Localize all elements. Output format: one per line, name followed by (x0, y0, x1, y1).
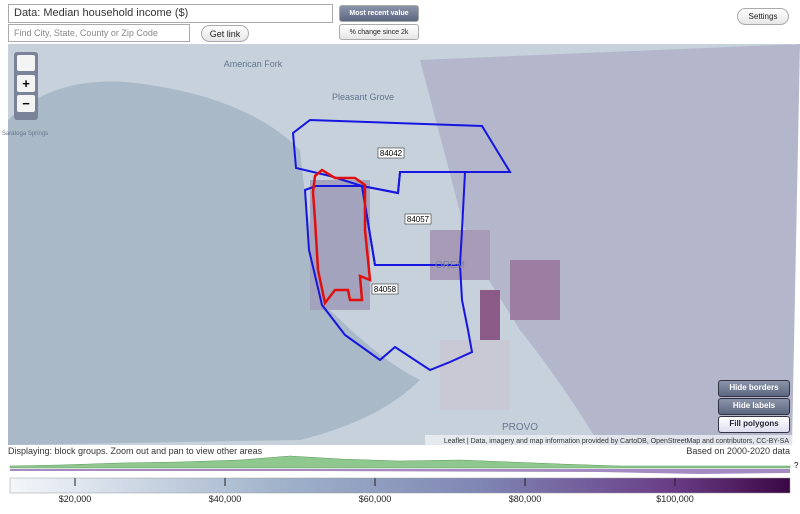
zip-label: 84042 (380, 149, 403, 158)
map-land (8, 44, 792, 445)
most-recent-button[interactable]: Most recent value (339, 5, 419, 22)
search-box[interactable]: Find City, State, County or Zip Code (8, 24, 190, 42)
block (310, 180, 370, 310)
block (480, 290, 500, 340)
get-link[interactable]: Get link (201, 25, 249, 42)
zoom-in[interactable] (17, 75, 35, 92)
zip-label: 84057 (407, 215, 430, 224)
fill-polygons[interactable]: Fill polygons (718, 416, 790, 433)
zip-label-box (371, 283, 399, 295)
zip-label: 84058 (374, 285, 397, 294)
data-select[interactable]: Data: Median household income ($) (8, 4, 333, 23)
histogram (10, 469, 790, 474)
histogram (9, 455, 791, 469)
zip-outline (303, 185, 474, 372)
hide-borders[interactable]: Hide borders (718, 380, 790, 397)
legend-bar (9, 477, 791, 494)
zip-label-box (377, 147, 405, 159)
settings-button[interactable]: Settings (737, 8, 789, 25)
zoom-panel (14, 52, 38, 120)
selected-outline (311, 168, 372, 306)
place-label: Pleasant Grove (332, 92, 394, 102)
legend: $20,000 $40,000 $60,000 $80,000 $100,000 (59, 478, 694, 504)
block (440, 340, 510, 410)
place-label: American Fork (224, 59, 283, 69)
hide-labels[interactable]: Hide labels (718, 398, 790, 415)
zoom-out[interactable] (17, 95, 35, 112)
displaying-note: Displaying: block groups. Zoom out and p… (8, 446, 263, 456)
fullscreen-button[interactable] (17, 55, 35, 71)
legend-tick-label: $100,000 (656, 494, 694, 504)
place-label: OREM (435, 260, 465, 271)
legend-tick-label: $20,000 (59, 494, 92, 504)
legend-tick-label: $60,000 (359, 494, 392, 504)
place-label: Saratoga Springs (2, 131, 48, 137)
zip-label-box (404, 213, 432, 225)
legend-tick-label: $80,000 (509, 494, 542, 504)
zip-outline (360, 171, 467, 266)
change-button[interactable]: % change since 2k (339, 24, 419, 40)
lake (8, 81, 420, 446)
legend-tick-label: $40,000 (209, 494, 242, 504)
block (430, 230, 490, 280)
block (510, 260, 560, 320)
zoom-out-label: − (22, 96, 30, 111)
place-label: PROVO (502, 422, 538, 433)
help[interactable]: ? (794, 461, 799, 470)
attribution-bg (425, 435, 792, 445)
based-on-note: Based on 2000-2020 data (686, 446, 790, 456)
zoom-in-label: + (22, 76, 30, 91)
zip-outline (291, 118, 512, 195)
attribution: Leaflet | Data, imagery and map informat… (444, 438, 789, 445)
